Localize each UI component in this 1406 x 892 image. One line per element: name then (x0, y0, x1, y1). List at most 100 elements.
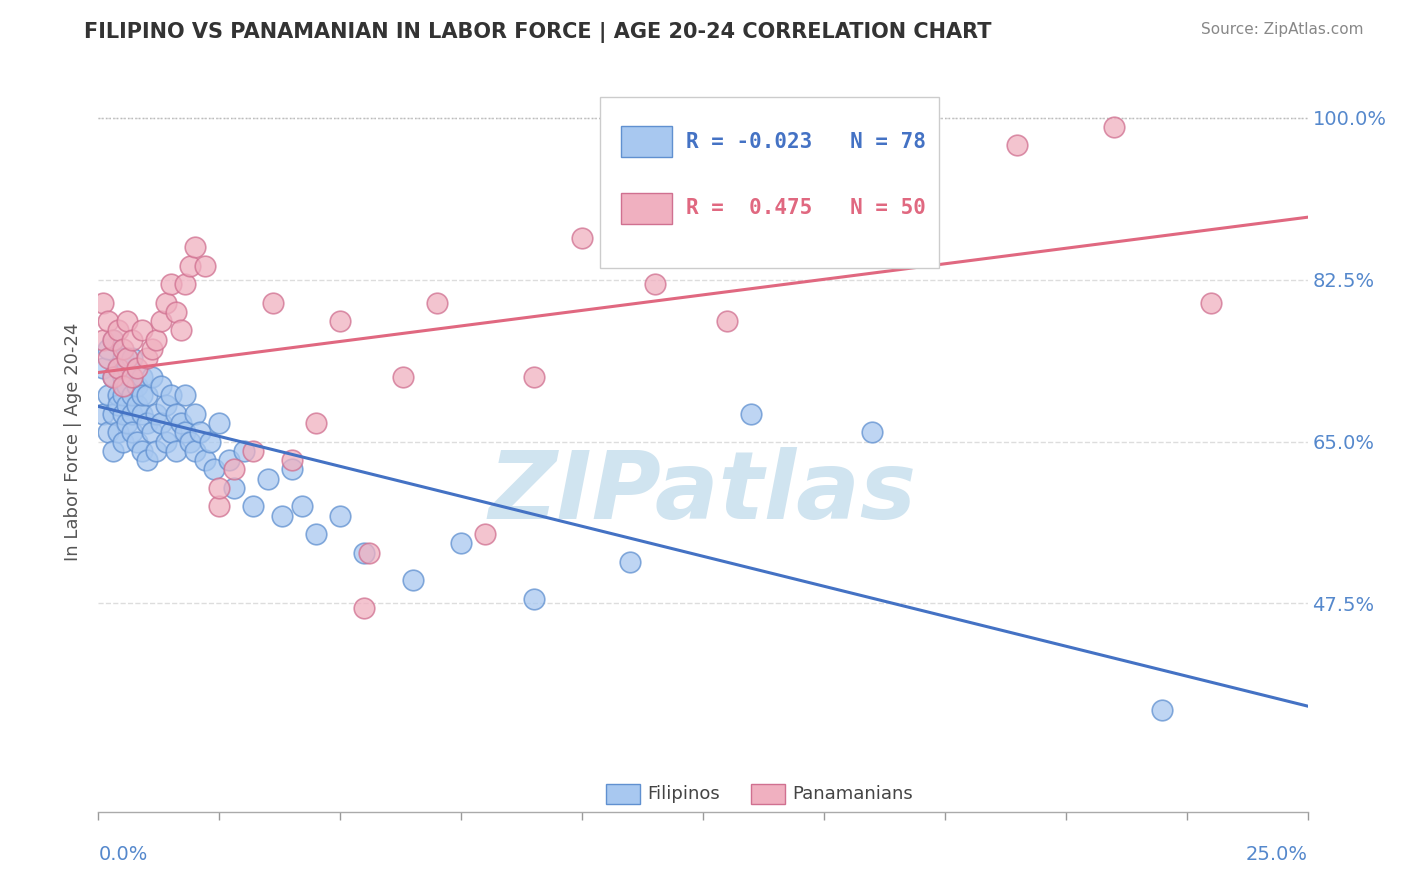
Point (127, 434, 149, 449)
Point (392, 369, 415, 384)
Point (141, 369, 163, 384)
Point (91, 360, 114, 375)
Text: R =  0.475   N = 50: R = 0.475 N = 50 (686, 198, 927, 219)
Point (155, 295, 177, 310)
Point (174, 388, 197, 402)
Point (208, 416, 231, 430)
Point (131, 407, 153, 421)
Point (256, 472, 278, 486)
Point (107, 425, 129, 440)
Point (174, 425, 197, 440)
Point (107, 360, 129, 375)
Point (184, 240, 207, 254)
Point (111, 434, 134, 449)
Point (194, 259, 217, 273)
Point (91, 407, 114, 421)
Point (222, 462, 245, 476)
Point (111, 388, 134, 402)
Point (860, 425, 883, 440)
Point (107, 388, 129, 402)
Text: ZIPatlas: ZIPatlas (489, 448, 917, 540)
Point (141, 342, 163, 356)
Point (101, 407, 124, 421)
Point (204, 462, 226, 476)
Point (101, 369, 124, 384)
Point (121, 351, 143, 366)
Point (184, 407, 207, 421)
Point (1102, 120, 1125, 134)
Point (145, 407, 167, 421)
Point (97, 351, 120, 366)
Point (716, 314, 738, 328)
Point (271, 508, 294, 523)
Point (97, 425, 120, 440)
Point (290, 500, 312, 514)
Bar (621, 193, 672, 224)
Point (117, 416, 139, 430)
Point (188, 425, 211, 440)
Point (117, 360, 139, 375)
Point (619, 555, 641, 569)
Point (101, 333, 124, 347)
Point (426, 295, 449, 310)
Point (135, 388, 157, 402)
Point (474, 527, 496, 541)
Point (305, 527, 328, 541)
Point (305, 416, 328, 430)
Point (117, 379, 139, 393)
Point (359, 545, 381, 560)
Point (97, 314, 120, 328)
Point (145, 443, 167, 458)
Point (131, 369, 153, 384)
Point (97, 388, 120, 402)
Point (131, 443, 153, 458)
Text: Panamanians: Panamanians (793, 785, 914, 803)
Point (523, 369, 546, 384)
Point (111, 369, 134, 384)
Point (121, 369, 143, 384)
Point (107, 323, 129, 337)
Point (101, 443, 124, 458)
Point (353, 601, 375, 615)
Point (97, 342, 120, 356)
Point (242, 500, 264, 514)
Point (523, 591, 546, 606)
Point (218, 453, 240, 467)
Point (179, 259, 201, 273)
Point (1199, 295, 1222, 310)
Point (127, 360, 149, 375)
Point (121, 388, 143, 402)
Text: Source: ZipAtlas.com: Source: ZipAtlas.com (1201, 22, 1364, 37)
Point (232, 443, 254, 458)
Point (121, 407, 143, 421)
Point (117, 351, 139, 366)
Point (141, 425, 163, 440)
Bar (751, 783, 785, 805)
Point (571, 231, 593, 245)
Point (127, 398, 149, 412)
Point (111, 379, 134, 393)
Point (1007, 138, 1029, 153)
Point (150, 416, 173, 430)
Point (450, 536, 472, 550)
Point (165, 407, 187, 421)
Point (145, 333, 167, 347)
Point (135, 416, 157, 430)
Point (198, 434, 221, 449)
Text: Filipinos: Filipinos (647, 785, 720, 803)
Point (91, 295, 114, 310)
Point (1152, 703, 1174, 717)
Point (813, 221, 835, 235)
Point (174, 277, 197, 292)
Point (262, 295, 284, 310)
Point (131, 388, 153, 402)
Point (208, 481, 231, 495)
Point (135, 453, 157, 467)
Point (169, 416, 191, 430)
Point (242, 443, 264, 458)
Point (101, 369, 124, 384)
Point (222, 481, 245, 495)
Point (155, 398, 177, 412)
Point (184, 443, 207, 458)
Point (91, 333, 114, 347)
